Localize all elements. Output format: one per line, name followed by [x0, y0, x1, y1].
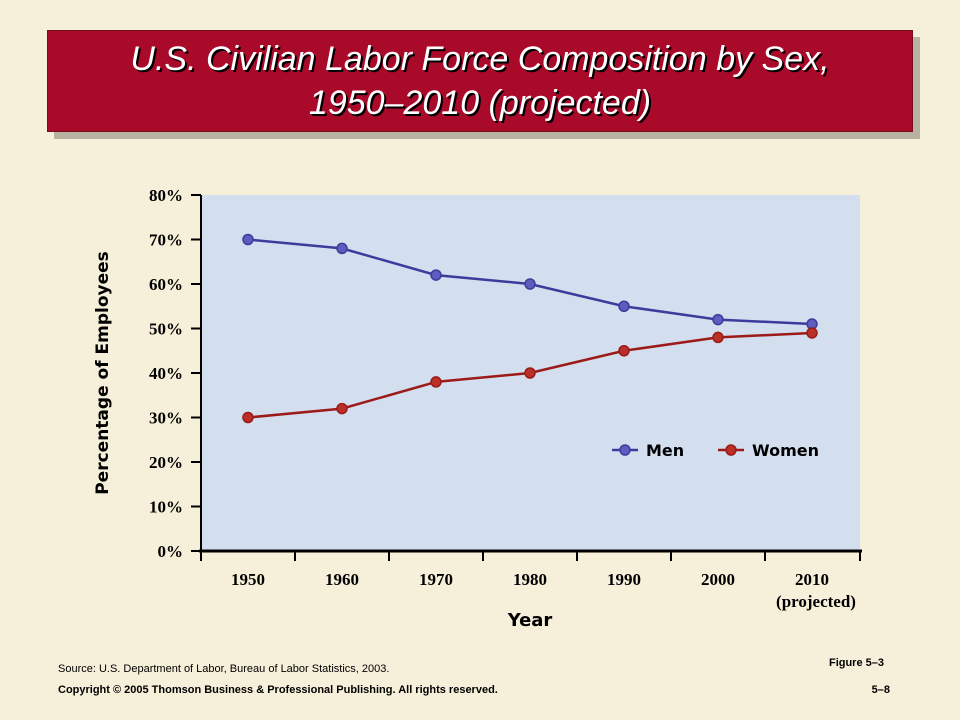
x-tick-label: 1960	[325, 570, 359, 589]
men-data-point	[618, 300, 630, 312]
y-tick-label: 80%	[149, 186, 183, 205]
y-tick-label: 10%	[149, 498, 183, 517]
women-data-point	[806, 327, 818, 339]
men-data-point	[524, 278, 536, 290]
men-data-point	[336, 242, 348, 255]
y-tick-label: 60%	[149, 275, 183, 294]
slide-title-line-2: 1950–2010 (projected)	[308, 84, 652, 122]
y-tick-label: 40%	[149, 364, 183, 383]
x-tick-label: 1970	[419, 570, 453, 589]
y-tick-label: 30%	[149, 409, 183, 428]
women-data-point	[524, 367, 536, 379]
y-tick-label: 50%	[149, 320, 183, 339]
y-axis-title: Percentage of Employees	[93, 251, 113, 495]
y-tick-label: 70%	[149, 231, 183, 250]
y-tick-label: 20%	[149, 453, 183, 472]
x-tick-label: 1990	[607, 570, 641, 589]
women-data-point	[712, 331, 724, 344]
x-tick-label: 1980	[513, 570, 547, 589]
men-data-point	[242, 233, 254, 246]
women-data-point	[430, 376, 442, 388]
women-data-point	[242, 411, 254, 424]
legend-women-marker	[725, 444, 737, 456]
page-number: 5–8	[871, 684, 890, 696]
legend-men-marker	[619, 444, 631, 456]
title-banner: U.S. Civilian Labor Force Composition by…	[47, 30, 913, 132]
women-data-point	[618, 345, 630, 357]
legend-men-label: Men	[646, 441, 684, 460]
women-data-point	[336, 402, 348, 415]
x-tick-label: 1950	[231, 570, 265, 589]
copyright-notice: Copyright © 2005 Thomson Business & Prof…	[58, 684, 498, 696]
y-tick-label: 0%	[158, 542, 184, 561]
men-data-point	[712, 313, 724, 326]
x-tick-label: 2000	[701, 570, 735, 589]
slide-title-line-1: U.S. Civilian Labor Force Composition by…	[130, 40, 830, 78]
x-axis-title: Year	[507, 610, 553, 631]
legend-women-label: Women	[752, 441, 819, 460]
x-tick-sublabel: (projected)	[776, 592, 856, 611]
x-tick-label: 2010	[795, 570, 829, 589]
men-data-point	[430, 269, 442, 281]
source-note: Source: U.S. Department of Labor, Bureau…	[58, 663, 390, 675]
figure-label: Figure 5–3	[828, 657, 884, 669]
